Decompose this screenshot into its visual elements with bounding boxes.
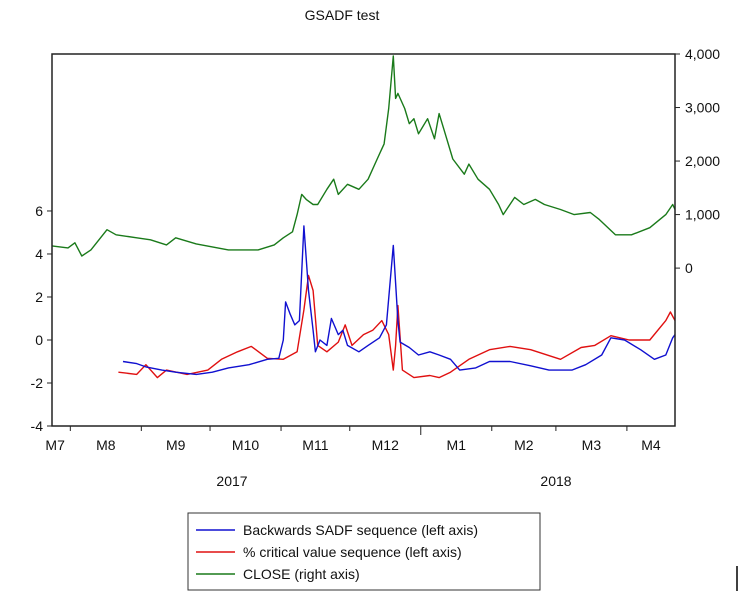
series-line-2 [51, 55, 676, 257]
month-label: M2 [514, 437, 534, 453]
chart-title: GSADF test [305, 7, 380, 23]
legend-box [187, 512, 541, 591]
month-label: M9 [166, 437, 186, 453]
right-axis-tick-label: 2,000 [685, 153, 720, 169]
legend-entry: Backwards SADF sequence (left axis) [243, 522, 478, 538]
left-axis-tick-label: 4 [35, 246, 43, 262]
month-label: M1 [447, 437, 467, 453]
right-axis-tick-label: 3,000 [685, 100, 720, 116]
year-label: 2017 [216, 473, 247, 489]
left-axis-tick-label: -4 [31, 418, 44, 434]
series-line-1 [118, 274, 676, 379]
plot-frame [51, 53, 676, 427]
legend-entry: CLOSE (right axis) [243, 566, 360, 582]
left-axis-tick-label: 6 [35, 203, 43, 219]
year-label: 2018 [540, 473, 571, 489]
month-label: M12 [372, 437, 399, 453]
legend: Backwards SADF sequence (left axis) % cri… [187, 512, 541, 591]
month-label: M10 [232, 437, 259, 453]
series-line-0 [122, 225, 676, 376]
month-label: M8 [96, 437, 116, 453]
month-label: M4 [641, 437, 661, 453]
right-axis-tick-label: 0 [685, 260, 693, 276]
left-axis-tick-label: -2 [31, 375, 44, 391]
month-label: M11 [302, 437, 328, 453]
legend-entry: % critical value sequence (left axis) [243, 544, 462, 560]
month-label: M3 [582, 437, 602, 453]
month-label: M7 [45, 437, 65, 453]
right-axis-tick-label: 1,000 [685, 207, 720, 223]
left-axis-tick-label: 0 [35, 332, 43, 348]
left-axis-tick-label: 2 [35, 289, 43, 305]
right-axis-tick-label: 4,000 [685, 46, 720, 62]
